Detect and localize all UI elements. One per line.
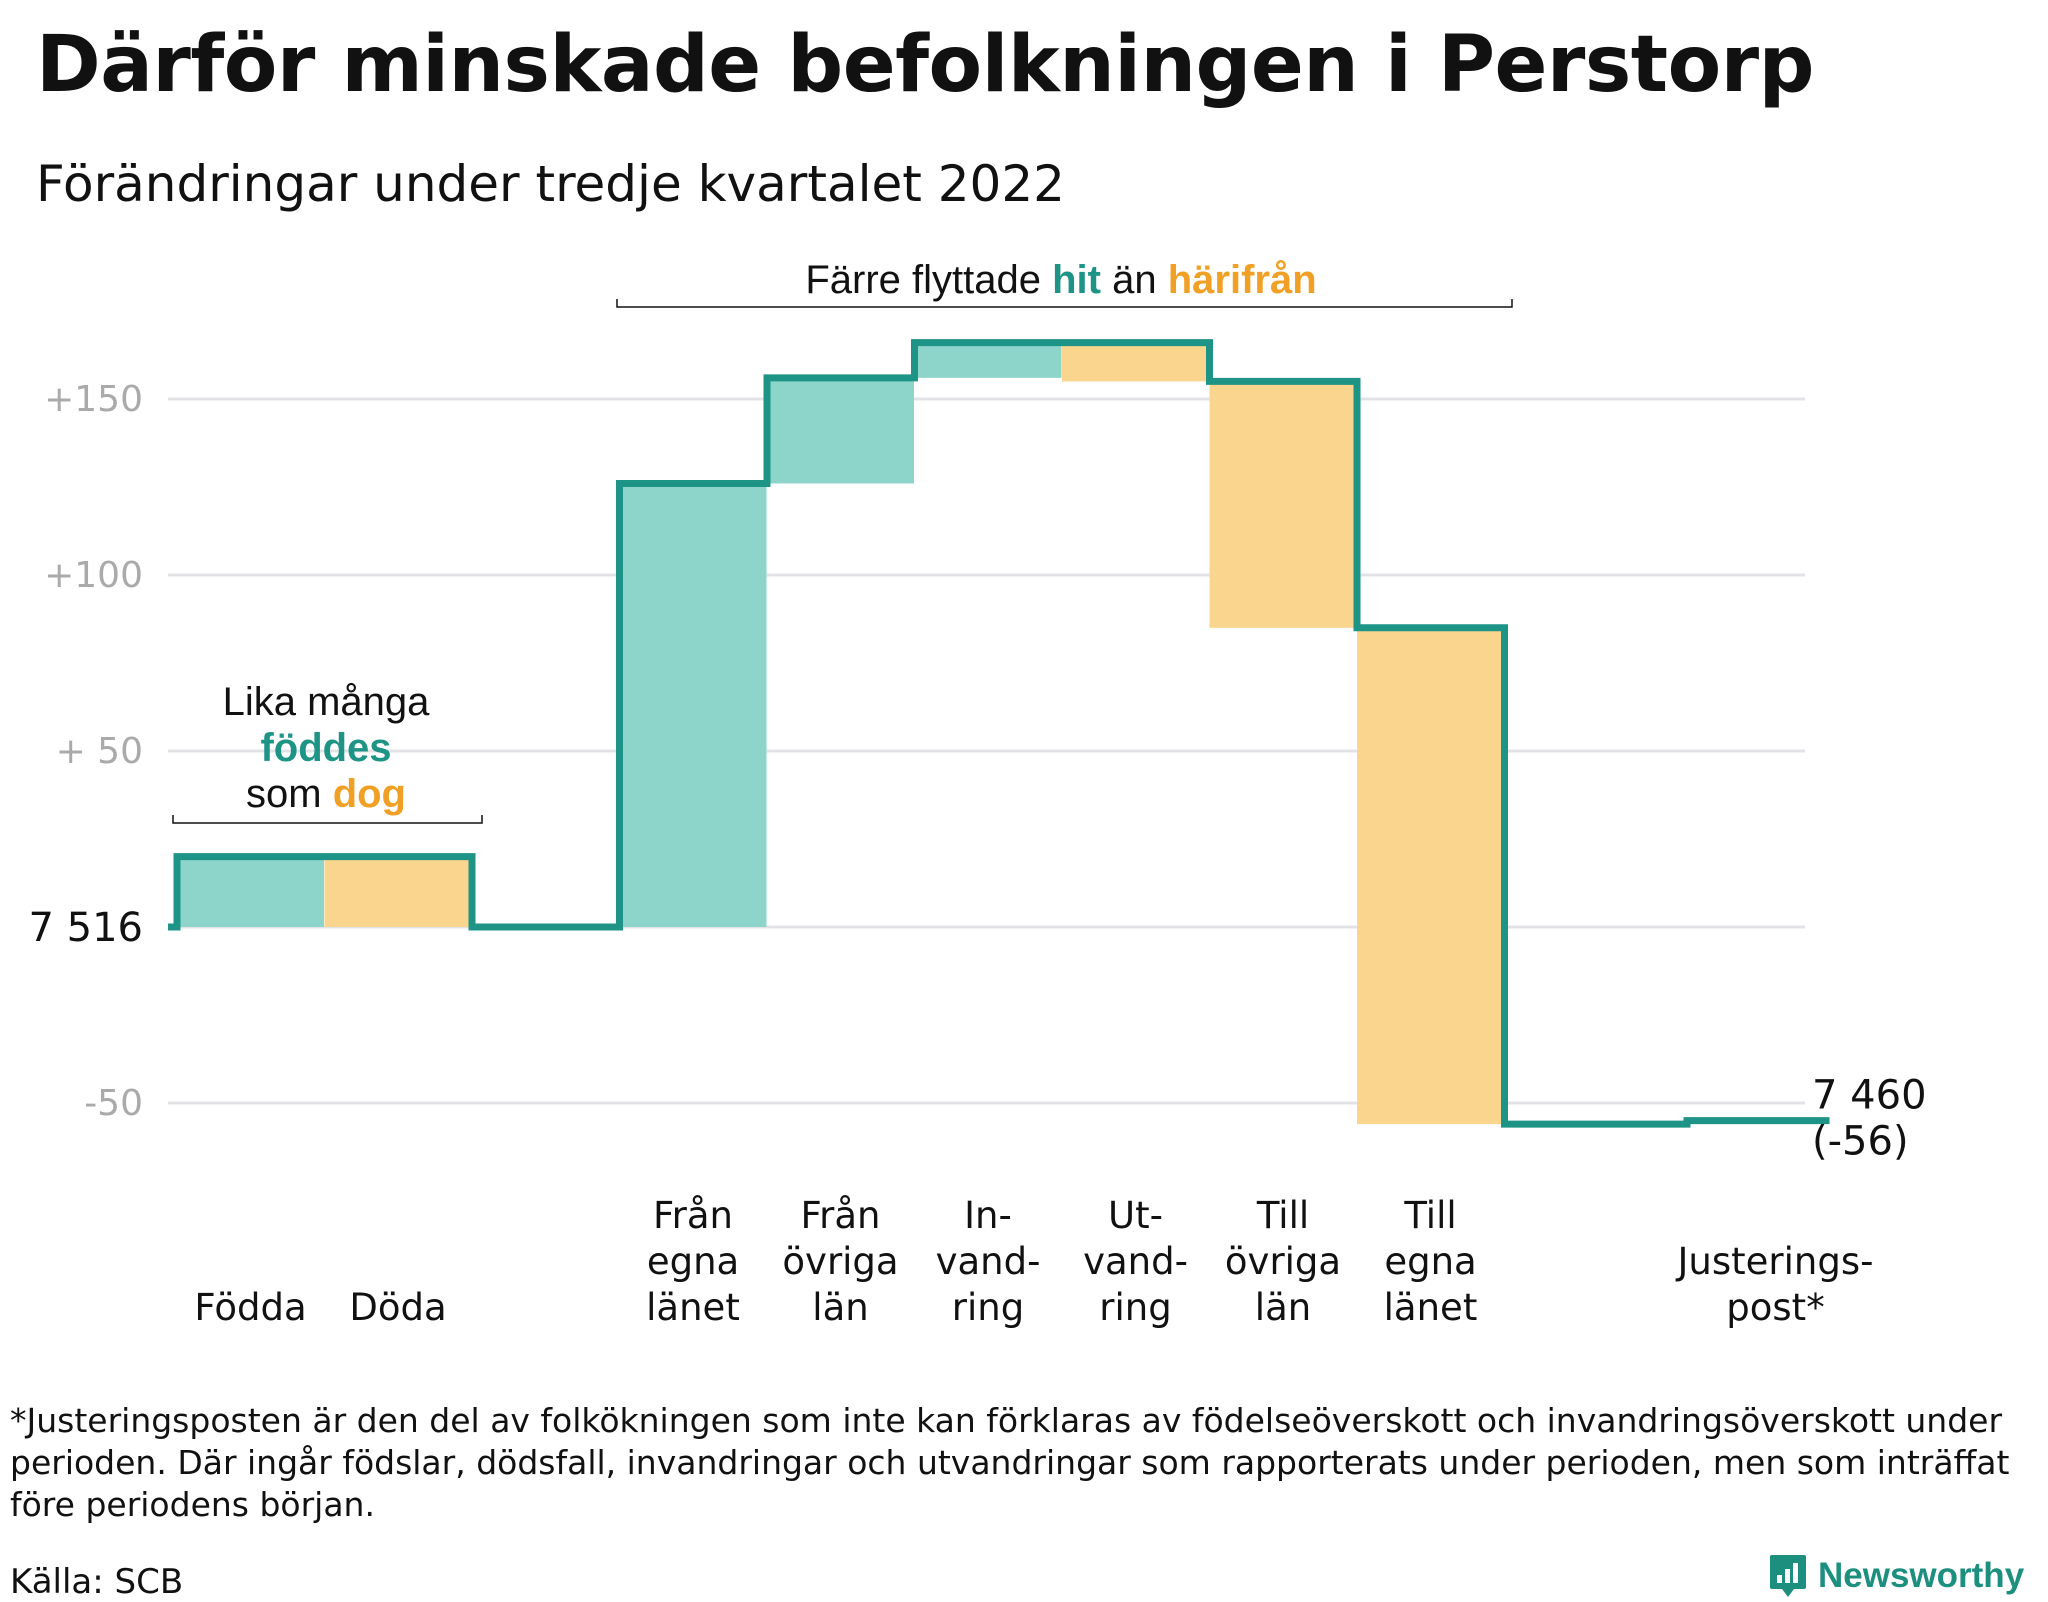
brand-name: Newsworthy (1818, 1556, 2025, 1595)
annotation-bracket (616, 299, 1513, 308)
waterfall-chart: +150 +100 + 50 -50 7 516 Födda Döda Från egna län… (28, 258, 1927, 1329)
end-change-label: (-56) (1812, 1119, 1909, 1165)
y-tick-label: + 50 (56, 731, 143, 772)
x-category-label: Ut-vand-ring (1083, 1194, 1188, 1329)
end-value-label: 7 460 (1812, 1073, 1927, 1119)
x-category-label: Till egna länet (1384, 1194, 1478, 1329)
waterfall-bar (1209, 381, 1357, 628)
x-category-label: Till övriga län (1225, 1194, 1341, 1329)
annotation-text: Färre flyttade hit än härifrån (805, 258, 1316, 302)
source-text: Källa: SCB (10, 1562, 184, 1602)
annotation-text: som dog (246, 772, 406, 816)
x-category-label: Döda (349, 1286, 446, 1329)
x-category-label: Från egna länet (646, 1194, 740, 1329)
waterfall-bar (324, 856, 472, 927)
chart-subtitle: Förändringar under tredje kvartalet 2022 (36, 155, 1065, 213)
y-tick-label: +150 (44, 379, 143, 420)
y-tick-label: -50 (84, 1083, 143, 1124)
newsworthy-logo-icon (1770, 1555, 1806, 1597)
x-category-label: In-vand-ring (936, 1194, 1041, 1329)
annotation-text: Lika många (223, 680, 431, 724)
cumulative-step-line (168, 339, 1830, 1128)
waterfall-bar (1357, 627, 1504, 1125)
brand-logo: Newsworthy (1768, 1552, 2024, 1600)
chart-title: Därför minskade befolkningen i Perstorp (36, 20, 1814, 110)
footnote: *Justeringsposten är den del av folkökni… (10, 1401, 2010, 1524)
start-value-label: 7 516 (28, 905, 143, 951)
annotation-text: föddes (260, 726, 391, 770)
x-category-label: Från övriga län (782, 1194, 898, 1329)
annotation-bracket (172, 815, 483, 824)
waterfall-bar (914, 342, 1062, 378)
x-category-label: Födda (194, 1286, 306, 1329)
waterfall-bar (619, 483, 767, 927)
x-category-label: Justerings-post* (1676, 1240, 1874, 1329)
waterfall-bar (767, 377, 914, 484)
y-tick-label: +100 (44, 555, 143, 596)
waterfall-bar (1062, 342, 1209, 382)
waterfall-bar (177, 856, 324, 927)
